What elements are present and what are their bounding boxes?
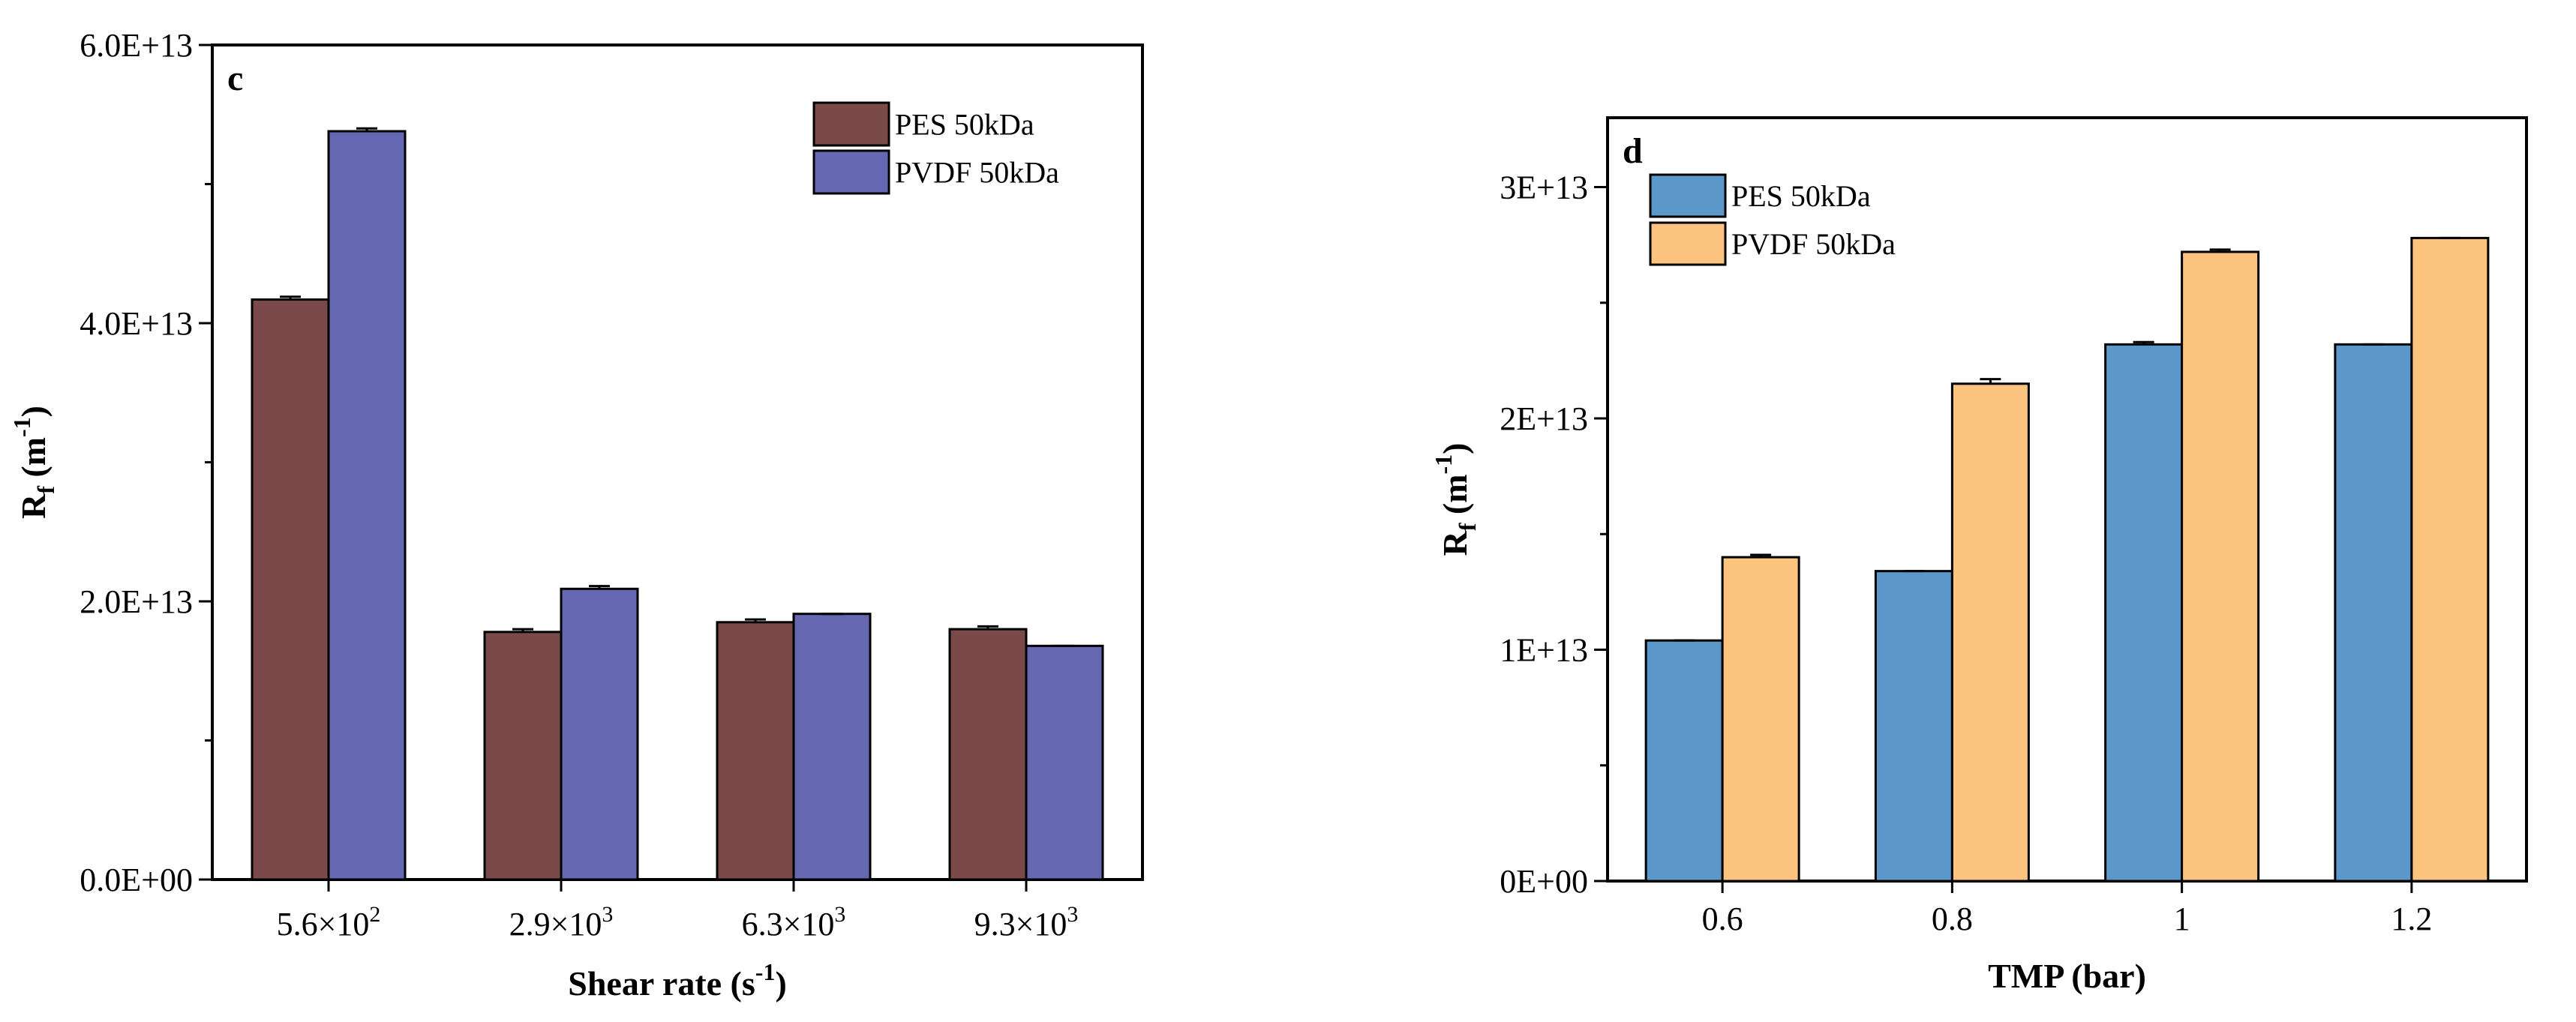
- y-axis-title: Rf (m-1): [1430, 442, 1481, 556]
- legend-swatch: [812, 101, 890, 147]
- bar-pes-0: [1644, 639, 1724, 883]
- y-tick-label: 4.0E+13: [80, 305, 193, 342]
- plot-frame: [1606, 116, 2528, 883]
- bar-pvdf-2: [2181, 250, 2260, 883]
- x-axis-title: TMP (bar): [1988, 957, 2146, 995]
- legend-label: PVDF 50kDa: [895, 156, 1059, 190]
- y-axis-title: Rf (m-1): [8, 406, 59, 519]
- x-tick-label: 5.6×102: [277, 902, 381, 943]
- chart-panel-d: 0E+00 1E+13 2E+13 3E+13 0.6 0.8 1 1.2 d PES 50kDa…: [1430, 116, 2528, 995]
- y-tick-label: 1E+13: [1500, 632, 1588, 669]
- legend-swatch: [812, 149, 890, 195]
- bar-pes-1: [483, 631, 563, 881]
- x-tick-label: 6.3×103: [742, 902, 846, 943]
- y-tick-label: 3E+13: [1500, 169, 1588, 206]
- x-axis-title: Shear rate (s-1): [568, 958, 787, 1003]
- y-tick-label: 0E+00: [1500, 863, 1588, 900]
- y-tick-label: 2E+13: [1500, 400, 1588, 437]
- bar-pvdf-0: [327, 130, 407, 881]
- x-tick-label: 1: [2174, 901, 2190, 937]
- y-tick-label: 6.0E+13: [80, 27, 193, 64]
- x-tick-label: 0.6: [1702, 901, 1743, 937]
- bar-pvdf-3: [2410, 236, 2490, 883]
- bar-pes-1: [1874, 570, 1953, 883]
- panel-letter: c: [227, 58, 243, 98]
- panel-letter: d: [1623, 131, 1643, 171]
- legend-label: PES 50kDa: [1731, 179, 1871, 213]
- bar-pvdf-3: [1025, 644, 1104, 881]
- bar-pes-2: [2104, 343, 2184, 883]
- bar-pvdf-2: [792, 613, 872, 881]
- bar-pvdf-1: [560, 587, 639, 881]
- bar-pes-3: [948, 628, 1028, 881]
- bar-pes-2: [716, 621, 795, 881]
- bar-pes-3: [2334, 343, 2413, 883]
- y-tick-label: 2.0E+13: [80, 583, 193, 620]
- y-tick-label: 0.0E+00: [80, 862, 193, 898]
- legend-swatch: [1649, 221, 1727, 266]
- x-tick-label: 2.9×103: [509, 902, 614, 943]
- legend-label: PVDF 50kDa: [1731, 227, 1896, 261]
- x-tick-label: 1.2: [2391, 901, 2432, 937]
- legend-swatch: [1649, 173, 1727, 218]
- legend-label: PES 50kDa: [895, 108, 1034, 142]
- chart-panel-c: 0.0E+00 2.0E+13 4.0E+13 6.0E+13 5.6×102 2.9×1…: [8, 27, 1144, 1003]
- x-tick-label: 0.8: [1932, 901, 1973, 937]
- x-tick-label: 9.3×103: [974, 902, 1079, 943]
- bar-pvdf-0: [1721, 556, 1800, 883]
- bar-pvdf-1: [1950, 382, 2030, 883]
- bar-pes-0: [251, 298, 330, 881]
